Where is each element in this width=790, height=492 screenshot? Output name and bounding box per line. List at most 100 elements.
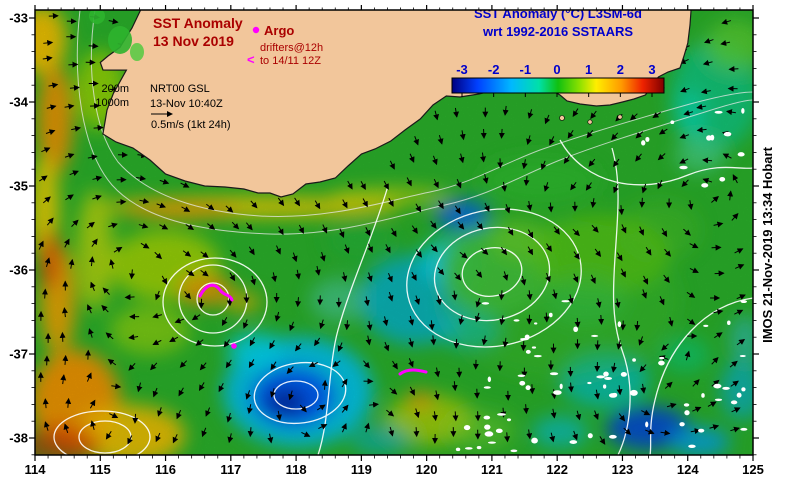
current-vector-arrow (91, 238, 98, 247)
current-vector-arrow (271, 272, 278, 283)
ssh-contour (162, 257, 268, 347)
current-vector-arrow (157, 407, 163, 417)
current-vector-arrow (499, 315, 506, 326)
current-vector-arrow (314, 265, 321, 276)
current-vector-arrow (667, 316, 674, 327)
cloud-pixel (519, 380, 526, 386)
current-vector-arrow (364, 227, 371, 237)
cloud-pixel (632, 358, 636, 362)
drifters-label-line1: drifters@12h (260, 42, 323, 54)
current-vector-arrow (476, 221, 483, 230)
current-vector-arrow (245, 390, 252, 400)
current-vector-arrow (191, 314, 201, 321)
current-vector-arrow (364, 422, 370, 433)
current-vector-arrow (248, 359, 255, 368)
axes: 114 115 116 117 118 119 120 121 122 123 124 125-33-… (9, 5, 764, 477)
cloud-pixel (659, 356, 665, 360)
current-vector-arrow (69, 84, 80, 91)
current-vector-arrow (109, 412, 119, 419)
current-vector-arrow (641, 289, 648, 299)
current-vector-arrow (430, 244, 438, 253)
current-vector-arrow (451, 381, 458, 392)
current-vector-arrow (407, 337, 414, 348)
current-vector-arrow (594, 248, 602, 258)
current-vector-arrow (128, 334, 139, 341)
current-vector-arrow (172, 434, 179, 444)
cloud-pixel (520, 337, 529, 341)
current-vector-arrow (332, 360, 341, 367)
current-vector-arrow (433, 110, 439, 121)
y-axis-tick-label: -34 (9, 95, 29, 110)
current-vector-arrow (620, 224, 627, 234)
current-vector-arrow (728, 66, 739, 73)
current-vector-arrow (156, 202, 166, 209)
current-vector-arrow (218, 382, 225, 393)
current-vector-arrow (593, 410, 599, 420)
current-vector-arrow (154, 251, 163, 260)
current-vector-arrow (225, 205, 234, 213)
current-vector-arrow (611, 132, 619, 141)
cloud-pixel (683, 403, 690, 407)
current-vector-arrow (44, 257, 51, 267)
current-vector-arrow (65, 397, 72, 408)
current-vector-arrow (368, 401, 379, 408)
current-vector-arrow (60, 374, 67, 385)
current-vector-arrow (314, 337, 321, 347)
cloud-pixel (608, 393, 618, 398)
current-vector-arrow (86, 372, 92, 382)
colorbar-tick-label: -1 (520, 62, 532, 77)
current-vector-arrow (87, 154, 98, 161)
x-axis-tick-label: 117 (220, 462, 241, 477)
cloud-pixel (603, 371, 609, 377)
current-vector-arrow (341, 272, 348, 282)
current-vector-arrow (295, 297, 302, 308)
current-vector-arrow (267, 433, 274, 444)
current-vector-arrow (270, 361, 277, 371)
current-vector-arrow (295, 269, 301, 280)
current-vector-arrow (93, 124, 104, 131)
cloud-pixel (476, 446, 482, 450)
current-vector-arrow (341, 199, 348, 209)
current-vector-arrow (413, 135, 419, 146)
cloud-pixel (737, 152, 745, 157)
current-vector-arrow (337, 342, 344, 352)
current-vector-arrow (480, 152, 486, 163)
current-vector-arrow (249, 337, 256, 347)
current-vector-arrow (640, 383, 647, 394)
cloud-pixel (608, 434, 617, 439)
cloud-pixel (463, 424, 471, 431)
current-vector-arrow (127, 435, 133, 445)
current-vector-arrow (179, 360, 188, 368)
current-vector-arrow (294, 197, 301, 207)
current-vector-arrow (635, 131, 644, 139)
current-vector-arrow (250, 200, 258, 209)
current-vector-arrow (39, 175, 48, 182)
cloud-pixel (703, 324, 709, 327)
current-vector-arrow (544, 114, 551, 125)
current-vector-arrow (90, 281, 96, 292)
cloud-pixel (670, 120, 675, 125)
current-vector-arrow (205, 407, 211, 417)
current-vector-arrow (430, 220, 437, 229)
current-vector-arrow (526, 201, 533, 211)
current-vector-arrow (527, 246, 533, 256)
cloud-pixel (506, 418, 512, 422)
cloud-pixel (688, 444, 696, 449)
current-vector-arrow (43, 39, 54, 46)
coastal-inlet-patch (89, 10, 105, 24)
current-vector-arrow (413, 427, 420, 438)
current-vector-arrow (387, 291, 394, 302)
current-vector-arrow (111, 383, 122, 390)
current-vector-arrow (408, 358, 414, 368)
current-vector-arrow (277, 197, 285, 207)
ssh-contour (196, 282, 230, 316)
cloud-pixel (561, 300, 570, 303)
current-vector-arrow (641, 409, 651, 416)
cloud-pixel (531, 346, 537, 349)
current-vector-arrow (474, 312, 481, 323)
current-vector-arrow (679, 133, 690, 139)
current-vector-arrow (714, 332, 723, 339)
current-vector-arrow (498, 128, 505, 139)
cloud-pixel (497, 413, 506, 416)
cloud-pixel (714, 110, 723, 114)
